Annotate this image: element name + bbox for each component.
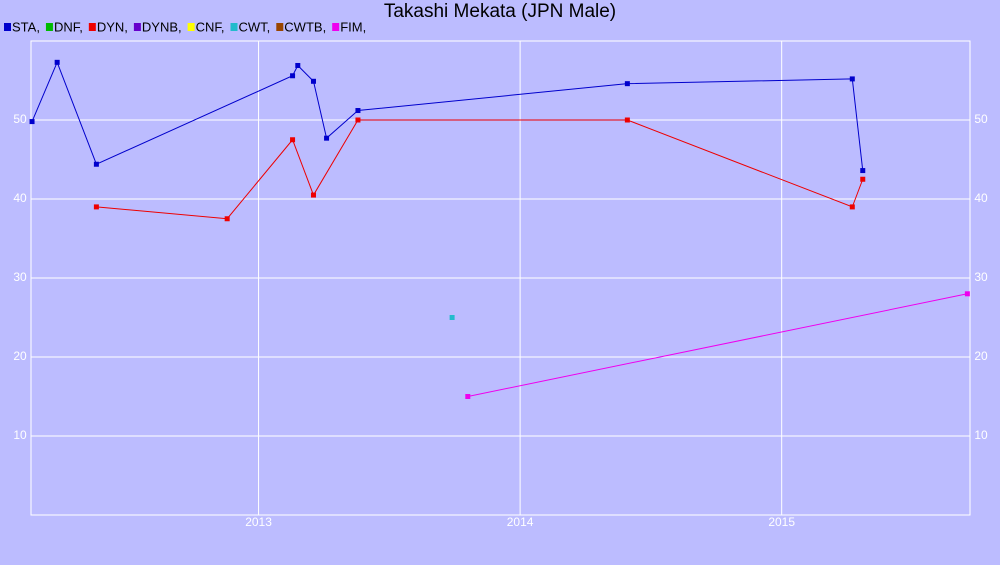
data-point (449, 315, 455, 320)
x-tick-label: 2013 (245, 515, 272, 529)
y-tick-label-right: 10 (974, 428, 988, 442)
data-point (964, 291, 970, 297)
legend-swatch (187, 23, 195, 31)
legend-swatch (4, 23, 11, 31)
legend-swatch (88, 23, 96, 31)
data-point (860, 176, 866, 182)
data-point (310, 78, 316, 84)
y-tick-label-right: 30 (974, 270, 988, 284)
y-tick-label-right: 50 (974, 112, 988, 126)
x-tick-label: 2014 (507, 515, 534, 529)
series-line (467, 293, 968, 397)
legend-swatch (230, 23, 238, 31)
legend-swatch (332, 23, 340, 31)
data-point (224, 216, 230, 222)
y-tick-label-right: 20 (974, 349, 988, 363)
legend-label: DYNB, (142, 19, 182, 34)
data-point (849, 204, 855, 210)
legend-swatch (45, 23, 53, 31)
legend-label: DNF, (54, 19, 83, 34)
data-point (860, 168, 866, 174)
data-point (295, 62, 301, 68)
legend-label: CWT, (239, 19, 271, 34)
legend-label: CNF, (196, 19, 225, 34)
data-point (310, 192, 316, 198)
data-point (290, 73, 296, 79)
data-point (93, 204, 99, 210)
y-tick-label: 10 (13, 428, 27, 442)
legend-swatch (133, 23, 141, 31)
data-point (355, 117, 361, 123)
legend-label: FIM, (340, 19, 366, 34)
data-point (465, 394, 471, 399)
legend-label: DYN, (97, 19, 128, 34)
data-point (29, 119, 35, 125)
y-tick-label-right: 40 (974, 191, 988, 205)
legend-label: CWTB, (284, 19, 326, 34)
data-point (324, 135, 330, 141)
data-point (93, 161, 99, 167)
data-point (624, 117, 630, 123)
y-tick-label: 40 (13, 191, 27, 205)
x-tick-label: 2015 (768, 515, 795, 529)
data-point (290, 137, 296, 143)
legend-label: STA, (12, 19, 40, 34)
data-point (624, 81, 630, 87)
data-point (54, 59, 60, 65)
y-tick-label: 50 (13, 112, 27, 126)
legend-swatch (276, 23, 284, 31)
series-line (96, 119, 864, 220)
y-tick-label: 20 (13, 349, 27, 363)
data-point (849, 76, 855, 82)
y-tick-label: 30 (13, 270, 27, 284)
data-point (355, 108, 361, 114)
chart-title: Takashi Mekata (JPN Male) (384, 1, 616, 22)
